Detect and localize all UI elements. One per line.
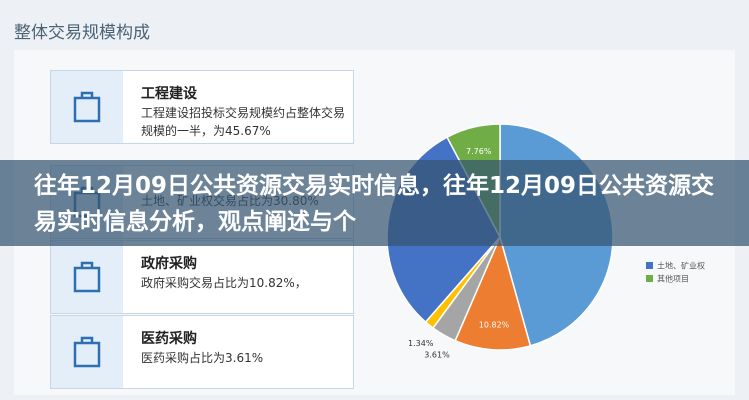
card-title: 工程建设 [141, 86, 197, 102]
info-card: 政府采购政府采购交易占比为10.82%， [50, 240, 354, 314]
bag-icon [73, 261, 101, 293]
legend-label: 土地、矿业权 [657, 261, 705, 271]
info-card: 工程建设工程建设招投标交易规模约占整体交易规模的一半，为45.67% [50, 70, 354, 144]
slice-label: 7.76% [466, 147, 492, 156]
card-text: 医药采购占比为3.61% [141, 351, 264, 365]
overlay-title: 往年12月09日公共资源交易实时信息，往年12月09日公共资源交易实时信息分析，… [34, 173, 715, 235]
slice-label: 3.61% [424, 350, 450, 359]
bag-icon [73, 336, 101, 368]
slice-label: 10.82% [479, 320, 510, 329]
card-title: 政府采购 [141, 256, 197, 272]
overlay: 往年12月09日公共资源交易实时信息，往年12月09日公共资源交易实时信息分析，… [0, 160, 749, 246]
legend-label: 其他项目 [657, 274, 689, 284]
card-icon [51, 71, 123, 143]
legend-swatch [646, 275, 653, 282]
pie-slice [454, 234, 532, 351]
card-icon [51, 241, 123, 313]
card-text: 政府采购交易占比为10.82%， [141, 276, 307, 290]
slice-label: 1.34% [408, 339, 434, 348]
card-icon [51, 316, 123, 388]
header-title: 整体交易规模构成 [14, 23, 150, 43]
card-text: 工程建设招投标交易规模约占整体交易规模的一半，为45.67% [141, 106, 346, 138]
bag-icon [73, 91, 101, 123]
card-title: 医药采购 [141, 331, 197, 347]
legend-swatch [646, 262, 653, 269]
info-card: 医药采购医药采购占比为3.61% [50, 315, 354, 389]
